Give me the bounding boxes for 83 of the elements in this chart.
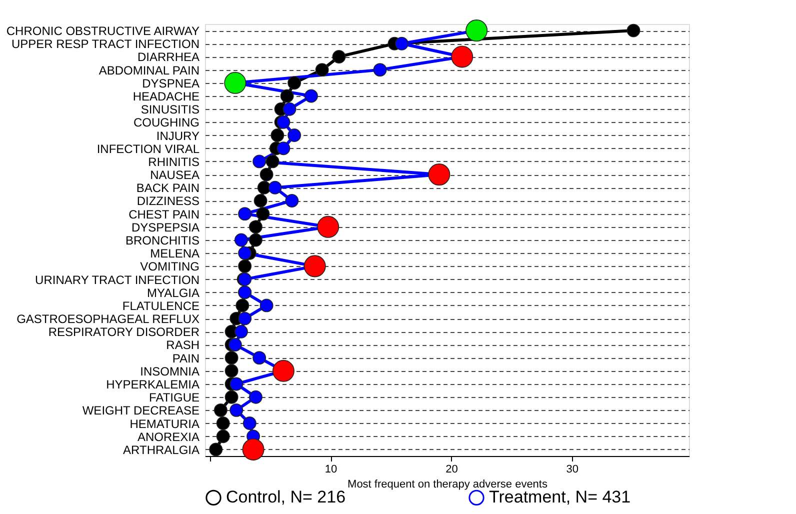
y-tick-label: RASH [166, 338, 200, 352]
point [236, 298, 250, 312]
point [282, 102, 296, 116]
point [252, 154, 266, 168]
x-tick-label: 20 [446, 464, 458, 476]
point [248, 390, 262, 404]
point [234, 233, 248, 247]
point [266, 154, 280, 168]
y-tick-label: ARTHRALGIA [123, 442, 200, 457]
point [252, 351, 266, 365]
y-tick-label: HEADACHE [132, 90, 200, 104]
y-tick-label: GASTROESOPHAGEAL REFLUX [16, 312, 200, 326]
point [224, 390, 238, 404]
y-tick-label: DIZZINESS [136, 194, 200, 208]
y-tick-label: DYSPNEA [142, 76, 200, 90]
point [254, 194, 268, 208]
y-tick-label: COUGHING [134, 116, 200, 130]
x-tick-label: 10 [324, 464, 338, 476]
y-tick-label: NAUSEA [150, 168, 200, 182]
point [230, 377, 244, 391]
y-tick-label: BRONCHITIS [125, 234, 200, 248]
point [268, 180, 282, 194]
point [315, 63, 329, 77]
point [288, 128, 302, 142]
y-tick-label: URINARY TRACT INFECTION [35, 272, 200, 287]
point [260, 168, 274, 182]
point [395, 36, 408, 50]
y-tick-label: BACK PAIN [136, 181, 200, 196]
point [373, 63, 387, 77]
point [228, 338, 242, 352]
point [242, 416, 256, 430]
point [248, 220, 262, 234]
y-tick-label: PAIN [172, 351, 200, 366]
point [230, 403, 244, 417]
x-axis-title: Most frequent on therapy adverse events [348, 478, 548, 490]
point [304, 89, 318, 103]
point [224, 364, 238, 378]
y-tick-label: CHRONIC OBSTRUCTIVE AIRWAY [6, 24, 200, 38]
point [280, 89, 294, 103]
x-tick-label: 30 [566, 464, 579, 476]
legend-label: Control, N= 216 [226, 488, 346, 507]
point [238, 312, 252, 326]
point [214, 403, 228, 417]
point [276, 115, 290, 129]
point [332, 50, 346, 64]
y-tick-label: MYALGIA [147, 286, 200, 300]
point [626, 24, 640, 38]
y-tick-label: HEMATURIA [130, 416, 200, 431]
y-tick-label: UPPER RESP TRACT INFECTION [11, 37, 200, 52]
point [276, 142, 290, 156]
y-tick-label: FLATULENCE [122, 298, 200, 313]
y-tick-label: CHEST PAIN [128, 207, 200, 222]
point [260, 298, 274, 312]
point [238, 246, 252, 260]
point [238, 207, 252, 221]
point [285, 194, 299, 208]
y-tick-label: INJURY [156, 128, 200, 143]
point [238, 259, 252, 273]
y-tick-label: DYSPEPSIA [131, 220, 200, 234]
y-tick-label: FATIGUE [149, 390, 200, 405]
y-tick-label: INSOMNIA [140, 364, 200, 378]
point [216, 416, 230, 430]
y-tick-label: SINUSITIS [140, 102, 200, 117]
point [288, 76, 302, 90]
point [248, 233, 262, 247]
legend-label: Treatment, N= 431 [489, 488, 631, 507]
y-tick-label: HYPERKALEMIA [106, 378, 200, 392]
y-tick-label: RESPIRATORY DISORDER [48, 325, 200, 340]
point [270, 128, 284, 142]
point [257, 180, 271, 194]
point [224, 351, 238, 365]
y-tick-label: DIARRHEA [137, 50, 200, 64]
y-tick-label: ANOREXIA [137, 430, 200, 444]
y-tick-label: MELENA [150, 246, 200, 261]
y-tick-label: ABDOMINAL PAIN [98, 63, 200, 78]
point [256, 207, 270, 221]
y-tick-label: VOMITING [140, 260, 200, 274]
point [234, 324, 248, 338]
y-tick-label: WEIGHT DECREASE [82, 404, 200, 418]
point [209, 442, 223, 456]
y-tick-label: RHINITIS [148, 154, 200, 169]
y-tick-label: INFECTION VIRAL [96, 142, 200, 156]
point [216, 430, 230, 444]
